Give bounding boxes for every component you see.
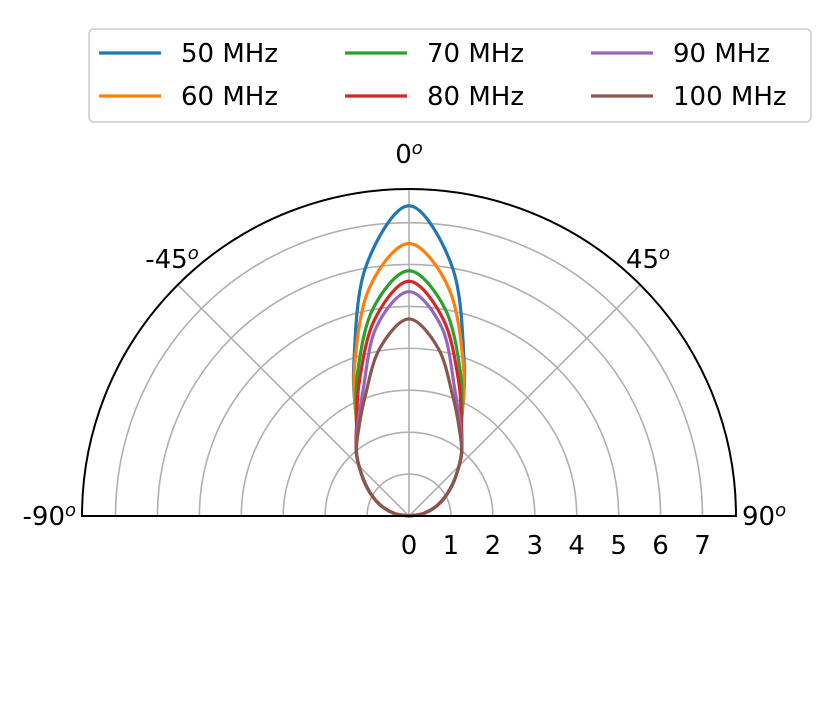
r-tick-label: 5 bbox=[610, 531, 627, 561]
legend-label: 100 MHz bbox=[673, 82, 787, 112]
r-tick-label: 6 bbox=[652, 531, 669, 561]
legend-label: 80 MHz bbox=[427, 82, 524, 112]
series-line-100-mhz bbox=[354, 317, 464, 518]
r-tick-label: 2 bbox=[485, 531, 502, 561]
theta-tick-label: -90o bbox=[23, 500, 76, 532]
theta-tick-label: 45o bbox=[626, 243, 670, 275]
series-lines bbox=[351, 204, 467, 518]
r-tick-label: 0 bbox=[401, 531, 418, 561]
plot-frame bbox=[80, 188, 738, 517]
grid bbox=[114, 189, 704, 517]
legend-label: 90 MHz bbox=[673, 39, 770, 69]
theta-tick-label: 90o bbox=[742, 500, 786, 532]
grid-spoke bbox=[408, 284, 641, 517]
axis-labels: -90o -45o 0o 45o 90o 0 1 2 3 4 5 6 7 bbox=[23, 138, 787, 561]
plot-outline bbox=[80, 188, 738, 517]
r-tick-label: 3 bbox=[526, 531, 543, 561]
theta-tick-label: 0o bbox=[395, 138, 423, 170]
legend-label: 50 MHz bbox=[181, 39, 278, 69]
r-tick-label: 1 bbox=[443, 531, 460, 561]
legend: 50 MHz 60 MHz 70 MHz 80 MHz 90 MHz 100 MHz bbox=[88, 28, 812, 123]
r-tick-label: 4 bbox=[568, 531, 585, 561]
legend-label: 70 MHz bbox=[427, 39, 524, 69]
r-tick-label: 7 bbox=[694, 531, 711, 561]
grid-spoke bbox=[177, 284, 410, 517]
theta-tick-label: -45o bbox=[145, 243, 198, 275]
legend-label: 60 MHz bbox=[181, 82, 278, 112]
